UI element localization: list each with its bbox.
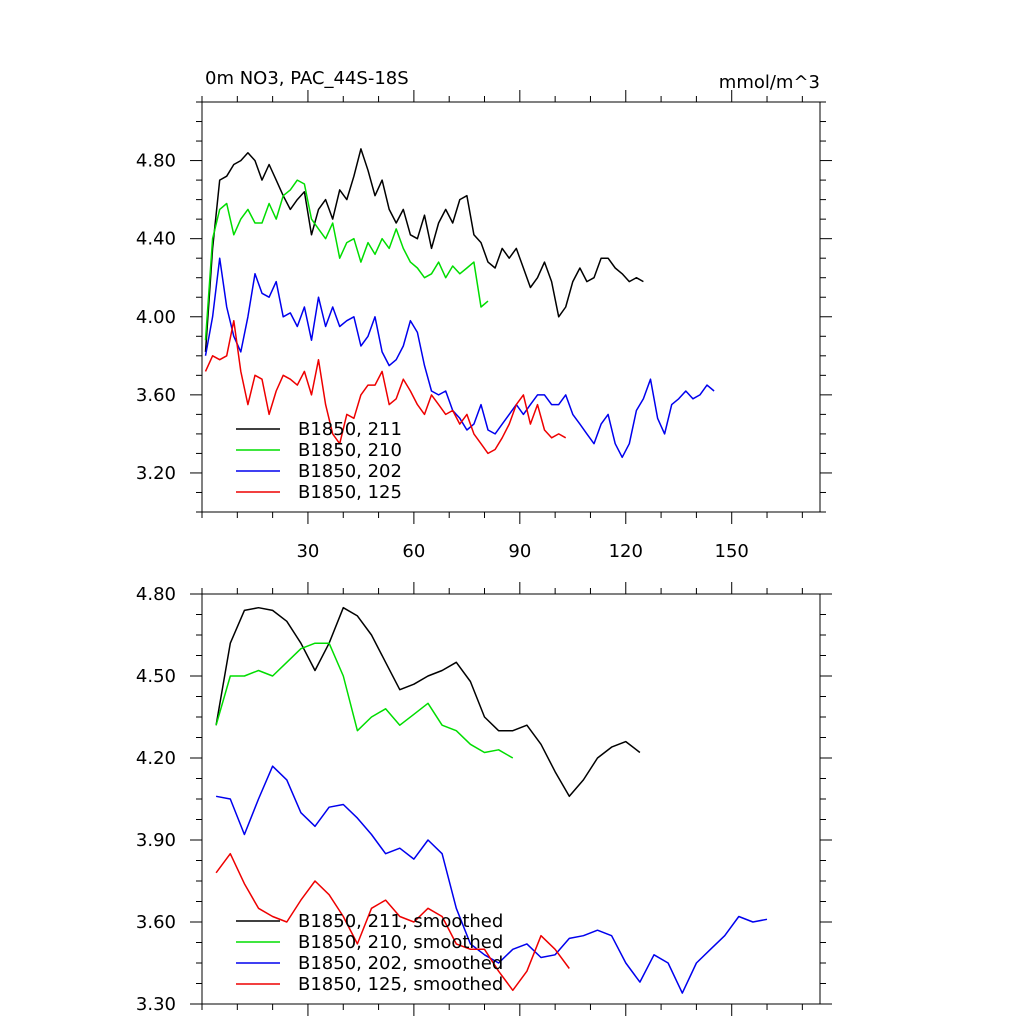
legend-label: B1850, 211 [298, 419, 402, 440]
legend-label: B1850, 211, smoothed [298, 911, 503, 932]
series-line [204, 257, 715, 459]
top-chart-panel: 0m NO3, PAC_44S-18S mmol/m^3 30 60 90 120 15… [136, 68, 832, 562]
series-line [204, 319, 567, 455]
y-tick-label: 3.60 [136, 912, 176, 933]
x-tick-label: 30 [296, 541, 319, 562]
series-line [215, 852, 570, 992]
x-tick-label: 90 [508, 541, 531, 562]
x-tick-label: 120 [609, 541, 643, 562]
y-tick-label: 3.20 [136, 463, 176, 484]
legend-label: B1850, 202 [298, 461, 402, 482]
bottom-chart-panel: 3.30 3.60 3.90 4.20 4.50 4.80 B1850, 211, smo… [136, 582, 832, 1016]
chart-units: mmol/m^3 [719, 72, 820, 93]
legend-label: B1850, 210 [298, 440, 402, 461]
y-tick-label: 3.60 [136, 385, 176, 406]
plot-frame [201, 101, 821, 513]
y-tick-label: 4.20 [136, 748, 176, 769]
legend-label: B1850, 125 [298, 482, 402, 503]
y-tick-label: 4.40 [136, 229, 176, 250]
y-tick-label: 4.00 [136, 307, 176, 328]
y-tick-label: 3.90 [136, 830, 176, 851]
plot-frame [201, 593, 821, 1005]
series-line [204, 148, 644, 352]
y-tick-label: 4.50 [136, 666, 176, 687]
legend-label: B1850, 202, smoothed [298, 953, 503, 974]
series-line [215, 642, 514, 759]
legend-label: B1850, 125, smoothed [298, 974, 503, 995]
series-line [215, 606, 641, 798]
y-tick-label: 3.30 [136, 994, 176, 1015]
y-tick-label: 4.80 [136, 584, 176, 605]
x-tick-label: 150 [715, 541, 749, 562]
legend-label: B1850, 210, smoothed [298, 932, 503, 953]
chart-title: 0m NO3, PAC_44S-18S [205, 68, 409, 89]
series-line [204, 179, 489, 341]
y-tick-label: 4.80 [136, 151, 176, 172]
x-tick-label: 60 [402, 541, 425, 562]
